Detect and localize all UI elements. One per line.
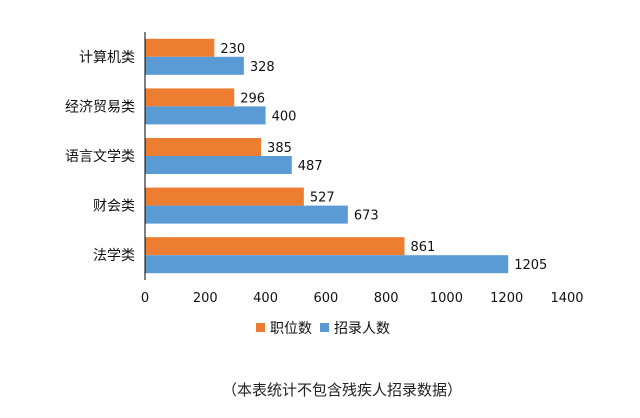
category-label: 财会类 <box>93 199 135 215</box>
bars-layer: 230 328 296 400 385 487 527 673 861 1205 <box>145 38 547 274</box>
legend: 职位数 招录人数 <box>256 321 390 337</box>
x-tick-label: 0 <box>141 291 149 306</box>
data-label: 385 <box>267 141 292 156</box>
legend-label-hires: 招录人数 <box>334 321 390 337</box>
data-label: 527 <box>310 191 335 206</box>
data-label: 1205 <box>514 258 547 273</box>
data-label: 861 <box>411 240 436 255</box>
bar-hires <box>145 56 244 75</box>
legend-swatch-hires <box>320 323 329 332</box>
data-label: 328 <box>250 60 275 75</box>
category-label: 经济贸易类 <box>65 99 135 115</box>
data-label: 230 <box>220 42 245 57</box>
bar-positions <box>145 138 262 156</box>
x-tick-label: 1200 <box>490 291 523 306</box>
x-axis-tick-labels: 0 200 400 600 800 1000 1200 1400 <box>141 291 584 306</box>
footnote: （本表统计不包含残疾人招录数据） <box>222 381 462 399</box>
x-tick-label: 200 <box>193 291 218 306</box>
legend-swatch-positions <box>256 323 265 332</box>
x-tick-label: 1400 <box>550 291 583 306</box>
x-tick-label: 800 <box>374 291 399 306</box>
bar-positions <box>145 38 215 57</box>
bar-hires <box>145 255 509 274</box>
bar-positions <box>145 88 235 107</box>
bar-hires <box>145 106 266 125</box>
bar-positions <box>145 237 405 256</box>
x-tick-label: 1000 <box>430 291 463 306</box>
category-label: 法学类 <box>93 248 135 264</box>
data-label: 673 <box>354 209 379 224</box>
data-label: 400 <box>272 109 297 124</box>
data-label: 487 <box>298 159 323 174</box>
data-label: 296 <box>240 91 265 106</box>
x-tick-label: 600 <box>313 291 338 306</box>
x-tick-label: 400 <box>253 291 278 306</box>
category-label: 语言文学类 <box>65 149 135 165</box>
bar-hires <box>145 156 292 174</box>
bar-hires <box>145 205 348 224</box>
category-label: 计算机类 <box>79 50 135 66</box>
legend-label-positions: 职位数 <box>270 321 312 337</box>
bar-positions <box>145 187 304 206</box>
